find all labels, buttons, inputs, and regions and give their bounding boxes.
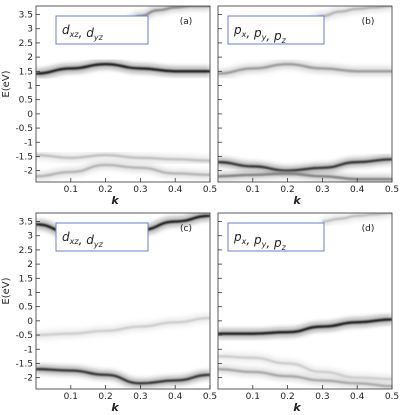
plot-frame [35, 5, 211, 183]
y-tick-label: 2.5 [19, 39, 33, 49]
plot-frame [35, 212, 211, 390]
x-axis-label: k [293, 401, 301, 414]
y-tick-label: -1.5 [15, 152, 33, 162]
y-tick-label: 2 [27, 53, 33, 63]
band-line [36, 153, 210, 162]
legend-entry: dxz, dyz [62, 23, 104, 42]
x-tick-label: 0.3 [133, 392, 147, 402]
x-tick-label: 0.3 [133, 185, 147, 195]
y-tick-label: -2 [24, 167, 33, 177]
plot-frame [217, 5, 393, 183]
bands [218, 213, 392, 389]
x-tick-label: 0.5 [203, 392, 217, 402]
legend-box [227, 15, 325, 45]
y-tick-label: 1.5 [19, 274, 33, 284]
panel-label: (b) [362, 17, 375, 27]
x-tick-label: 0.4 [168, 392, 183, 402]
band-line [36, 62, 210, 75]
x-tick-label: 0.5 [203, 185, 217, 195]
panel-b: 0.1 0.2 0.3 0.4 0.5 k (b) px, py, pz [217, 5, 399, 207]
x-tick-label: 0.2 [98, 185, 112, 195]
band-line [218, 62, 392, 75]
y-tick-label: 3 [27, 232, 33, 242]
y-tick-label: -1 [24, 138, 33, 148]
y-axis-label: E(eV) [1, 277, 12, 304]
panel-label: (c) [180, 224, 192, 234]
y-tick-label: 0.5 [19, 303, 33, 313]
y-tick-label: 1 [27, 81, 33, 91]
y-tick-label: 2 [27, 260, 33, 270]
y-tick-label: 0 [27, 317, 33, 327]
x-axis-label: k [111, 194, 119, 207]
band-line [218, 172, 392, 181]
band-line [36, 367, 210, 385]
x-tick-label: 0.2 [280, 185, 294, 195]
legend-box [55, 222, 149, 252]
x-tick-label: 0.4 [350, 185, 365, 195]
y-tick-label: 1.5 [19, 67, 33, 77]
x-tick-label: 0.3 [315, 185, 329, 195]
band-line [218, 158, 392, 172]
x-tick-label: 0.5 [385, 392, 399, 402]
y-tick-label: 3 [27, 25, 33, 35]
x-axis-label: k [293, 194, 301, 207]
legend-entry: dxz, dyz [62, 230, 104, 249]
band-line [218, 318, 392, 335]
x-tick-label: 0.4 [168, 185, 183, 195]
y-tick-label: -0.5 [15, 124, 33, 134]
y-axis-label: E(eV) [1, 70, 12, 97]
y-tick-label: -0.5 [15, 331, 33, 341]
y-tick-label: -1 [24, 345, 33, 355]
y-tick-label: -2 [24, 374, 33, 384]
x-tick-label: 0.4 [350, 392, 365, 402]
panel-d: 0.1 0.2 0.3 0.4 0.5 k (d) px, py, pz [217, 212, 399, 414]
y-tick-label: -1.5 [15, 359, 33, 369]
band-line [36, 316, 210, 337]
legend-box [227, 222, 325, 252]
panel-label: (a) [180, 17, 193, 27]
y-tick-label: 3.5 [19, 11, 33, 21]
x-tick-label: 0.3 [315, 392, 329, 402]
y-tick-label: 0 [27, 110, 33, 120]
legend-entry: px, py, pz [233, 23, 287, 45]
panel-c: 0.1 0.2 0.3 0.4 0.5 k 3.5 3 2.5 2 1.5 1 0.5 0 -0.5 -1 -1… [1, 212, 217, 414]
legend-entry: px, py, pz [233, 230, 287, 252]
band-line [218, 355, 392, 381]
x-axis-label: k [111, 401, 119, 414]
x-tick-label: 0.1 [64, 185, 78, 195]
y-tick-label: 2.5 [19, 246, 33, 256]
y-tick-label: 1 [27, 288, 33, 298]
plot-frame [217, 212, 393, 390]
panel-a: 0.1 0.2 0.3 0.4 0.5 k 3.5 3 2.5 2 1.5 1 0.5 0 -0.5 -1 -1… [1, 5, 217, 207]
x-tick-label: 0.1 [246, 392, 260, 402]
panel-label: (d) [362, 224, 375, 234]
x-tick-label: 0.2 [280, 392, 294, 402]
x-tick-label: 0.2 [98, 392, 112, 402]
band-line [36, 163, 210, 178]
band-line [218, 367, 392, 388]
band-line [322, 213, 392, 223]
y-tick-label: 0.5 [19, 96, 33, 106]
legend-box [55, 15, 149, 45]
x-tick-label: 0.5 [385, 185, 399, 195]
y-tick-label: 3.5 [19, 218, 33, 228]
x-tick-label: 0.1 [64, 392, 78, 402]
x-tick-label: 0.1 [246, 185, 260, 195]
bands [218, 6, 392, 182]
